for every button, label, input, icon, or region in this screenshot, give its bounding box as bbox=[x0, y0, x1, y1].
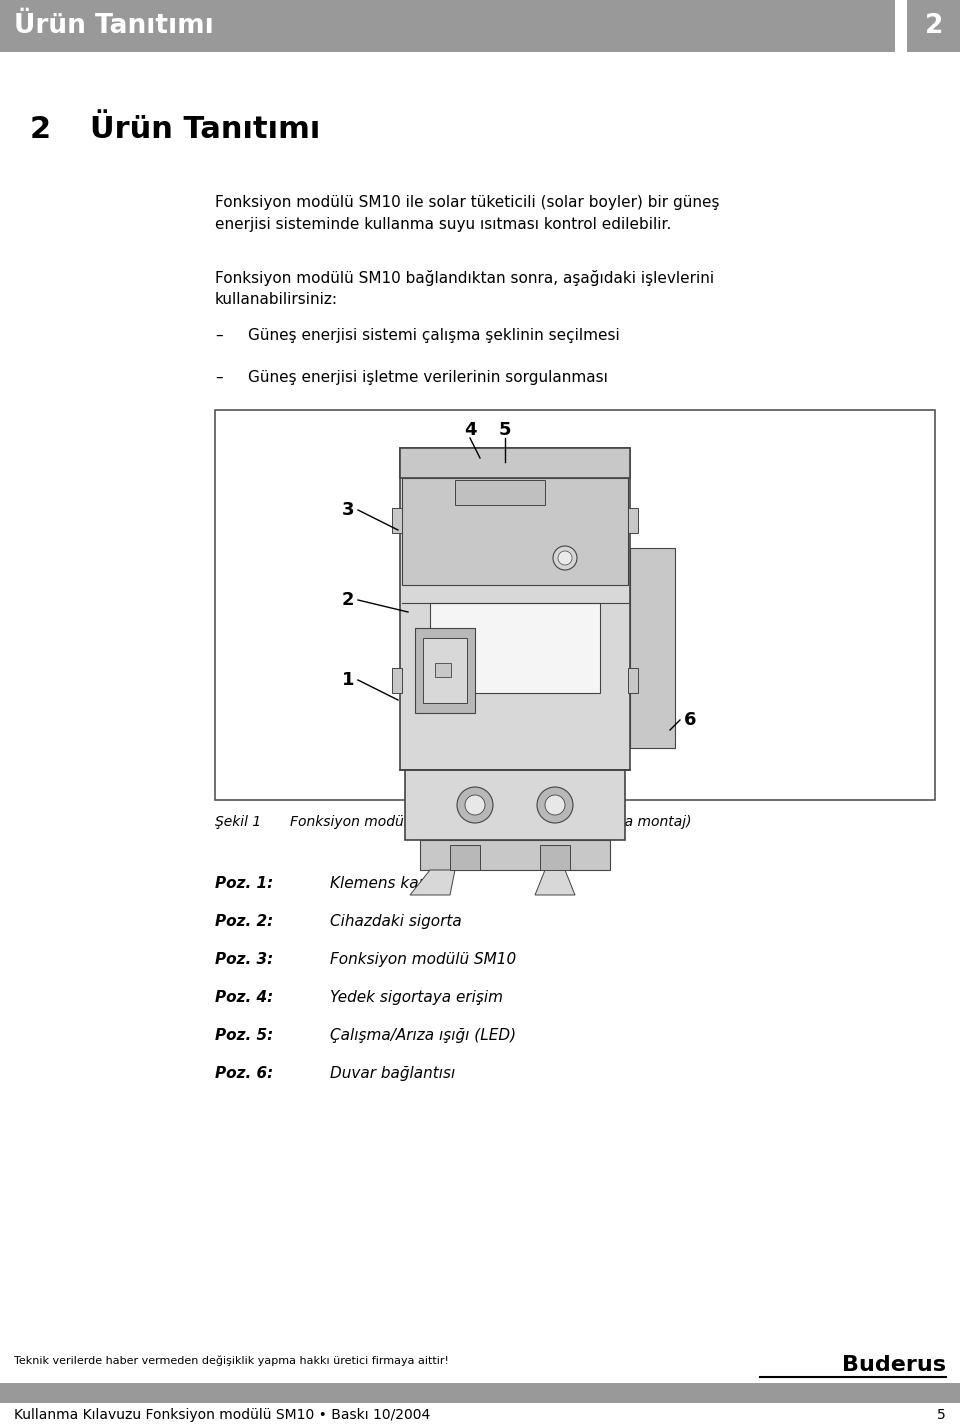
Text: Kullanma Kılavuzu Fonksiyon modülü SM10 • Baskı 10/2004: Kullanma Kılavuzu Fonksiyon modülü SM10 … bbox=[14, 1408, 430, 1422]
Text: 5: 5 bbox=[499, 420, 512, 439]
Text: Çalışma/Arıza ışığı (LED): Çalışma/Arıza ışığı (LED) bbox=[330, 1027, 516, 1043]
Bar bbox=[630, 549, 675, 748]
Text: Poz. 6:: Poz. 6: bbox=[215, 1066, 274, 1082]
Bar bbox=[0, 1384, 960, 1404]
Text: 3: 3 bbox=[342, 502, 354, 519]
Bar bbox=[628, 507, 638, 533]
Text: –: – bbox=[215, 328, 223, 343]
Text: Ürün Tanıtımı: Ürün Tanıtımı bbox=[90, 115, 321, 144]
Bar bbox=[0, 0, 895, 51]
Circle shape bbox=[465, 795, 485, 815]
Bar bbox=[895, 0, 907, 51]
Bar bbox=[215, 410, 935, 799]
Bar bbox=[435, 663, 451, 677]
Text: Buderus: Buderus bbox=[842, 1355, 946, 1375]
Circle shape bbox=[558, 551, 572, 564]
Bar bbox=[628, 668, 638, 693]
Text: Poz. 5:: Poz. 5: bbox=[215, 1027, 274, 1043]
Text: Poz. 3:: Poz. 3: bbox=[215, 952, 274, 968]
Polygon shape bbox=[410, 871, 455, 895]
Bar bbox=[400, 447, 630, 477]
Circle shape bbox=[457, 787, 493, 824]
Bar bbox=[423, 638, 467, 703]
Text: Güneş enerjisi sistemi çalışma şeklinin seçilmesi: Güneş enerjisi sistemi çalışma şeklinin … bbox=[248, 328, 620, 343]
Text: Fonksiyon modülü SM10 ile solar tüketicili (solar boyler) bir güneş: Fonksiyon modülü SM10 ile solar tüketici… bbox=[215, 195, 719, 209]
Text: 1: 1 bbox=[342, 671, 354, 690]
Text: Fonksiyon modülü SM10 bağlandıktan sonra, aşağıdaki işlevlerini: Fonksiyon modülü SM10 bağlandıktan sonra… bbox=[215, 269, 714, 286]
Bar bbox=[405, 770, 625, 839]
Text: –: – bbox=[215, 370, 223, 385]
Text: Cihazdaki sigorta: Cihazdaki sigorta bbox=[330, 913, 462, 929]
Text: Poz. 1:: Poz. 1: bbox=[215, 876, 274, 891]
Text: 2: 2 bbox=[30, 115, 51, 144]
Text: enerjisi sisteminde kullanma suyu ısıtması kontrol edilebilir.: enerjisi sisteminde kullanma suyu ısıtma… bbox=[215, 217, 671, 232]
Bar bbox=[392, 507, 402, 533]
Text: Şekil 1: Şekil 1 bbox=[215, 815, 261, 829]
Bar bbox=[420, 839, 610, 871]
Text: Güneş enerjisi işletme verilerinin sorgulanması: Güneş enerjisi işletme verilerinin sorgu… bbox=[248, 370, 608, 385]
Text: Yedek sigortaya erişim: Yedek sigortaya erişim bbox=[330, 990, 503, 1005]
Text: Poz. 4:: Poz. 4: bbox=[215, 990, 274, 1005]
Bar bbox=[430, 603, 600, 693]
Text: kullanabilirsiniz:: kullanabilirsiniz: bbox=[215, 292, 338, 306]
Circle shape bbox=[545, 795, 565, 815]
Bar bbox=[455, 480, 545, 504]
Circle shape bbox=[537, 787, 573, 824]
Text: Fonksiyon modülü SM10 (buradaki örnek: Duvara montaj): Fonksiyon modülü SM10 (buradaki örnek: D… bbox=[290, 815, 691, 829]
Polygon shape bbox=[535, 871, 575, 895]
Text: 5: 5 bbox=[937, 1408, 946, 1422]
Text: Fonksiyon modülü SM10: Fonksiyon modülü SM10 bbox=[330, 952, 516, 968]
Text: 6: 6 bbox=[684, 711, 696, 730]
Bar bbox=[415, 628, 475, 712]
Bar bbox=[907, 0, 960, 51]
Text: 2: 2 bbox=[342, 591, 354, 608]
Text: Poz. 2:: Poz. 2: bbox=[215, 913, 274, 929]
Text: Klemens kapağı: Klemens kapağı bbox=[330, 876, 451, 891]
Text: Duvar bağlantısı: Duvar bağlantısı bbox=[330, 1066, 455, 1082]
Text: 4: 4 bbox=[464, 420, 476, 439]
Bar bbox=[392, 668, 402, 693]
Bar bbox=[402, 477, 628, 586]
Bar bbox=[540, 845, 570, 871]
Text: 2: 2 bbox=[924, 13, 943, 38]
Circle shape bbox=[553, 546, 577, 570]
Text: Teknik verilerde haber vermeden değişiklik yapma hakkı üretici firmaya aittir!: Teknik verilerde haber vermeden değişikl… bbox=[14, 1355, 449, 1365]
Text: Ürün Tanıtımı: Ürün Tanıtımı bbox=[14, 13, 214, 38]
Bar bbox=[450, 845, 480, 871]
Bar bbox=[400, 447, 630, 770]
